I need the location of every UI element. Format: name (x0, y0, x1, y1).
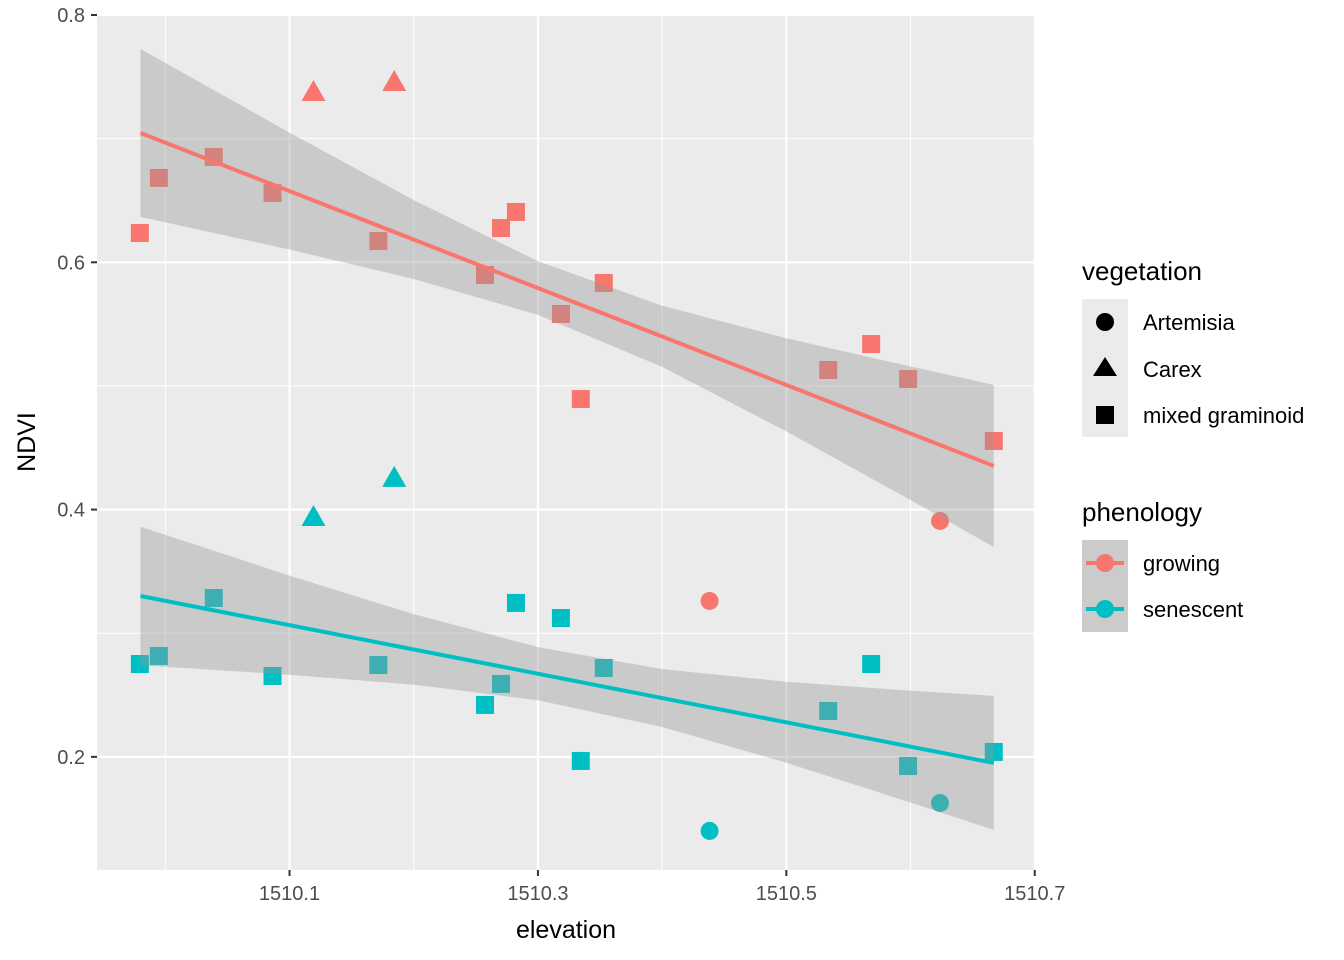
legend-title: vegetation (1082, 256, 1202, 286)
data-point-square (551, 609, 570, 628)
data-point-circle (700, 821, 719, 840)
x-tick-label: 1510.1 (259, 883, 320, 905)
data-point-triangle (382, 70, 407, 92)
data-point-square (984, 742, 1003, 761)
legend-vegetation: vegetation Artemisia Carex mixed gramino… (1082, 256, 1304, 437)
data-point-square (899, 757, 918, 776)
data-point-circle (930, 511, 949, 530)
plot-panel (97, 15, 1036, 870)
y-tick-label: 0.4 (57, 500, 85, 522)
y-tick-label: 0.2 (57, 747, 85, 769)
data-point-square (571, 390, 590, 409)
data-point-square (263, 184, 282, 203)
data-point-square (130, 223, 149, 242)
x-tick-label: 1510.5 (756, 883, 817, 905)
data-point-square (369, 655, 388, 674)
legend-phenology: phenology growing senescent (1082, 497, 1243, 632)
data-point-square (149, 646, 168, 665)
data-point-circle (700, 591, 719, 610)
regression-line (139, 131, 995, 468)
circle-shape-icon (1096, 313, 1114, 331)
data-point-square (149, 168, 168, 187)
data-point-triangle (301, 504, 326, 526)
data-point-square (819, 701, 838, 720)
data-point-square (819, 360, 838, 379)
x-axis-title: elevation (516, 916, 616, 944)
data-point-square (571, 751, 590, 770)
data-point-square (862, 335, 881, 354)
data-point-square (492, 674, 511, 693)
data-point-square (204, 588, 223, 607)
data-point-square (506, 593, 525, 612)
data-point-square (899, 370, 918, 389)
growing-circle-icon (1096, 554, 1114, 572)
legend-label: mixed graminoid (1143, 403, 1304, 428)
y-tick-label: 0.6 (57, 252, 85, 274)
data-point-square (130, 655, 149, 674)
regression-line (140, 594, 995, 765)
data-point-square (551, 304, 570, 323)
data-point-square (984, 431, 1003, 450)
legend-title: phenology (1082, 497, 1202, 527)
data-point-square (263, 667, 282, 686)
data-point-square (594, 273, 613, 292)
data-point-square (506, 202, 525, 221)
square-shape-icon (1096, 406, 1114, 424)
legend-label: Carex (1143, 357, 1202, 382)
y-axis-title: NDVI (13, 412, 41, 472)
data-point-square (492, 219, 511, 238)
legend-label: Artemisia (1143, 310, 1235, 335)
legend-label: growing (1143, 551, 1220, 576)
y-tick-label: 0.8 (57, 5, 85, 27)
data-point-circle (930, 793, 949, 812)
x-tick-label: 1510.3 (507, 883, 568, 905)
data-point-square (862, 655, 881, 674)
data-point-square (369, 232, 388, 251)
senescent-circle-icon (1096, 600, 1114, 618)
legend-label: senescent (1143, 597, 1243, 622)
x-tick-label: 1510.7 (1004, 883, 1065, 905)
triangle-shape-icon (1093, 357, 1117, 376)
data-point-triangle (301, 80, 326, 102)
data-point-triangle (382, 465, 407, 487)
data-point-square (476, 695, 495, 714)
data-point-square (594, 658, 613, 677)
